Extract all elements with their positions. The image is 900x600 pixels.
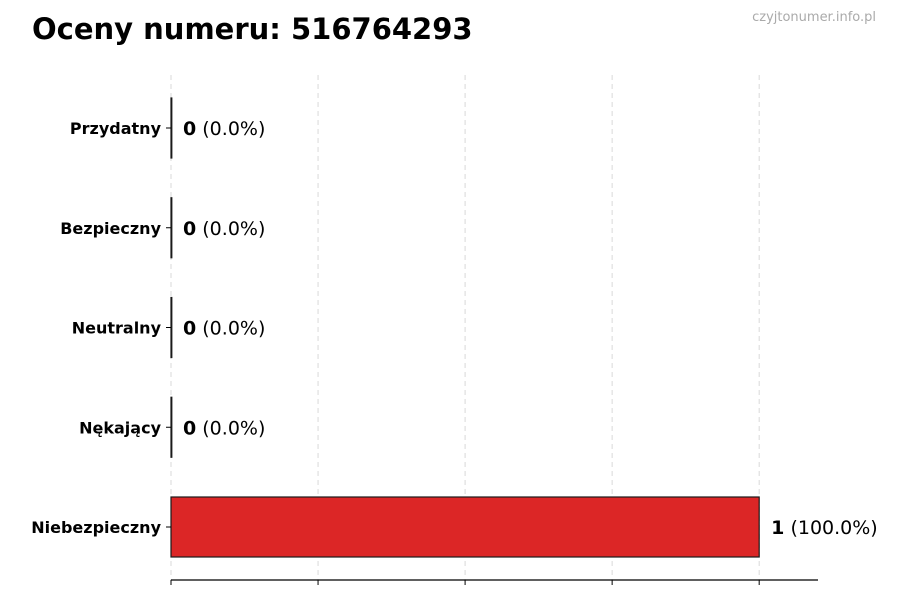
watermark: czyjtonumer.info.pl [752,10,876,25]
data-label-value: 0 [183,417,196,439]
y-tick-label: Przydatny [70,119,162,138]
data-label-percent: (100.0%) [784,517,877,539]
data-label-percent: (0.0%) [196,218,265,240]
y-tick-label: Bezpieczny [60,219,161,238]
chart-title: Oceny numeru: 516764293 [32,12,473,46]
data-label: 0 (0.0%) [183,218,265,240]
data-label: 1 (100.0%) [771,517,878,539]
data-label-value: 0 [183,218,196,240]
data-label-value: 1 [771,517,784,539]
data-label: 0 (0.0%) [183,417,265,439]
data-label-value: 0 [183,318,196,340]
y-tick-label: Nękający [79,418,161,437]
y-tick-label: Niebezpieczny [31,518,161,537]
data-label-percent: (0.0%) [196,118,265,140]
y-tick-label: Neutralny [72,319,162,338]
data-label-percent: (0.0%) [196,318,265,340]
bar [170,197,173,259]
data-label-percent: (0.0%) [196,417,265,439]
data-label-value: 0 [183,118,196,140]
bar [170,496,760,558]
bar [170,296,173,359]
bar [170,396,173,458]
data-label: 0 (0.0%) [183,318,265,340]
bar [170,97,173,159]
data-label: 0 (0.0%) [183,118,265,140]
